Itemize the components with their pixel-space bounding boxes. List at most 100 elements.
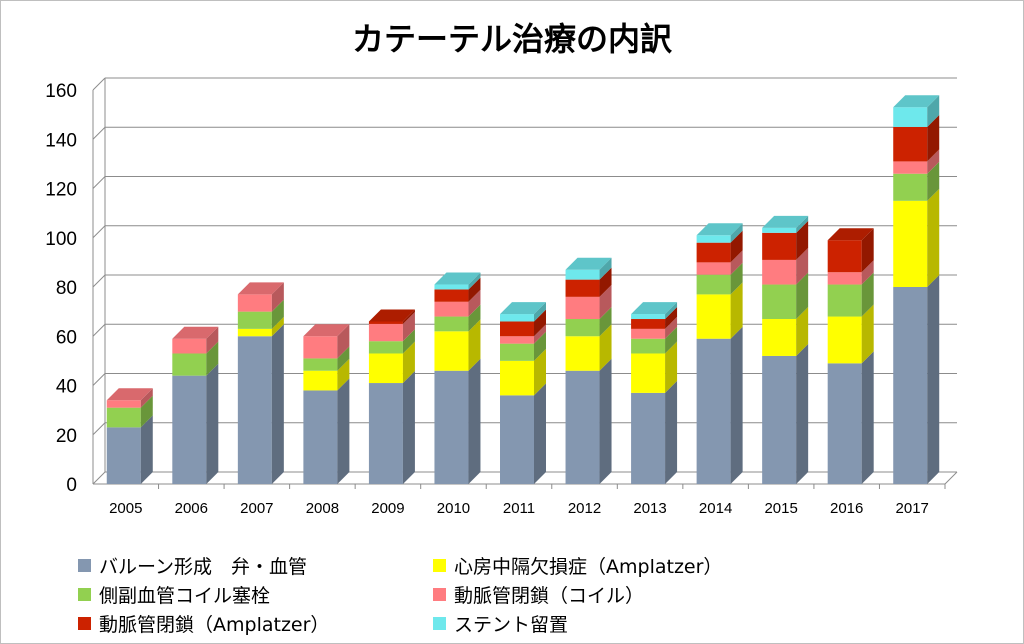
bar-segment-2005-2 <box>106 407 141 428</box>
bar-top-2005 <box>106 388 153 401</box>
bar-side-2010-3 <box>468 289 481 317</box>
gridline-diagonal <box>92 126 106 140</box>
bar-side-2011-2 <box>534 331 546 361</box>
bar-side-2014-1 <box>730 282 743 339</box>
bar-side-2016-0 <box>861 351 874 484</box>
bar-segment-2013-4 <box>631 319 666 329</box>
x-tick-label: 2016 <box>830 500 863 517</box>
bar-side-2005-0 <box>140 415 153 484</box>
bar-side-2016-1 <box>861 304 874 364</box>
legend-swatch <box>78 559 91 572</box>
bar-segment-2008-3 <box>303 336 338 359</box>
bar-segment-2016-2 <box>827 284 862 317</box>
bar-segment-2017-2 <box>893 173 928 201</box>
bar-segment-2017-0 <box>893 287 928 484</box>
legend-item: 動脈管閉鎖（コイル） <box>433 581 644 608</box>
bar-side-2013-1 <box>665 341 678 393</box>
bar-top-2012 <box>565 257 612 270</box>
bar-segment-2010-4 <box>434 289 469 302</box>
x-tick-label: 2009 <box>371 500 404 517</box>
bar-side-2010-4 <box>468 277 481 302</box>
gridline-diagonal <box>92 77 106 91</box>
x-tick-label: 2008 <box>306 500 339 517</box>
legend-label: バルーン形成 弁・血管 <box>99 556 308 578</box>
bar-side-2014-0 <box>730 326 743 484</box>
bar-segment-2011-3 <box>500 336 534 344</box>
bar-top-2017 <box>893 95 940 108</box>
bar-side-2008-3 <box>337 324 350 359</box>
bar-segment-2015-2 <box>762 284 797 320</box>
legend-item: 側副血管コイル塞栓 <box>78 581 270 608</box>
bar-top-2013 <box>631 302 678 315</box>
bar-segment-2010-3 <box>434 301 469 317</box>
bar-segment-2013-5 <box>631 314 666 320</box>
bar-top-2010 <box>434 272 481 285</box>
legend-item: 心房中隔欠損症（Amplatzer） <box>433 552 722 579</box>
bar-top-2006 <box>172 326 219 339</box>
y-tick-label: 20 <box>56 426 77 447</box>
bar-segment-2014-1 <box>696 294 731 339</box>
bar-segment-2017-1 <box>893 200 928 287</box>
x-tick-label: 2014 <box>699 500 732 517</box>
bar-segment-2016-4 <box>827 240 862 273</box>
bar-side-2007-0 <box>271 324 284 484</box>
bar-side-2015-0 <box>796 343 809 484</box>
bar-side-2008-2 <box>337 346 350 371</box>
y-tick-label: 140 <box>45 130 77 151</box>
bar-side-2015-1 <box>796 307 809 356</box>
x-tick-label: 2007 <box>240 500 273 517</box>
bar-side-2007-3 <box>271 282 284 312</box>
legend-label: 側副血管コイル塞栓 <box>99 585 271 607</box>
legend-label: 動脈管閉鎖（コイル） <box>454 585 645 607</box>
x-tick-label: 2013 <box>633 500 666 517</box>
bar-side-2014-5 <box>730 223 743 243</box>
bar-top-2014 <box>696 223 743 236</box>
legend-label: 心房中隔欠損症（Amplatzer） <box>454 556 723 578</box>
bar-side-2017-3 <box>927 149 940 174</box>
legend-swatch <box>433 559 446 572</box>
x-tick-label: 2017 <box>896 500 929 517</box>
bar-side-2011-0 <box>534 383 546 484</box>
bar-segment-2012-1 <box>565 336 600 371</box>
bar-segment-2017-4 <box>893 126 928 162</box>
bar-segment-2009-0 <box>368 383 403 484</box>
bar-side-2010-2 <box>468 304 481 332</box>
bar-side-2013-0 <box>665 380 678 484</box>
bar-side-2012-4 <box>599 267 612 297</box>
bar-segment-2009-1 <box>368 353 403 384</box>
bar-top-2009 <box>368 309 415 322</box>
bar-segment-2009-3 <box>368 323 403 342</box>
bar-side-2011-4 <box>534 309 546 337</box>
bar-segment-2005-3 <box>106 400 141 408</box>
bar-segment-2015-1 <box>762 319 797 356</box>
x-tick-label: 2005 <box>109 500 142 517</box>
bar-segment-2007-3 <box>237 294 272 312</box>
bar-top-2008 <box>303 324 350 337</box>
legend-label: 動脈管閉鎖（Amplatzer） <box>99 614 330 636</box>
bar-segment-2006-3 <box>172 338 207 354</box>
bar-segment-2010-2 <box>434 316 469 332</box>
bar-side-2014-3 <box>730 250 743 275</box>
bar-side-2012-0 <box>599 358 612 484</box>
bar-segment-2016-1 <box>827 316 862 364</box>
bar-segment-2013-3 <box>631 328 666 339</box>
legend-label: ステント留置 <box>454 614 569 636</box>
bar-side-2005-3 <box>140 388 153 408</box>
bar-segment-2013-2 <box>631 338 666 354</box>
bar-segment-2008-0 <box>303 390 338 484</box>
bar-segment-2014-2 <box>696 274 731 295</box>
bar-side-2006-0 <box>206 363 219 484</box>
bar-segment-2015-4 <box>762 232 797 260</box>
x-tick-label: 2012 <box>568 500 601 517</box>
chart-title: カテーテル治療の内訳 <box>351 20 672 58</box>
bar-segment-2013-1 <box>631 353 666 393</box>
bar-segment-2011-4 <box>500 321 534 337</box>
y-tick-label: 0 <box>66 475 77 496</box>
bar-segment-2009-4 <box>368 321 403 324</box>
bar-top-2015 <box>762 215 809 228</box>
bar-side-2011-3 <box>534 324 546 344</box>
y-tick-label: 60 <box>56 327 77 348</box>
bar-side-2015-4 <box>796 220 809 260</box>
bar-segment-2012-0 <box>565 370 600 484</box>
